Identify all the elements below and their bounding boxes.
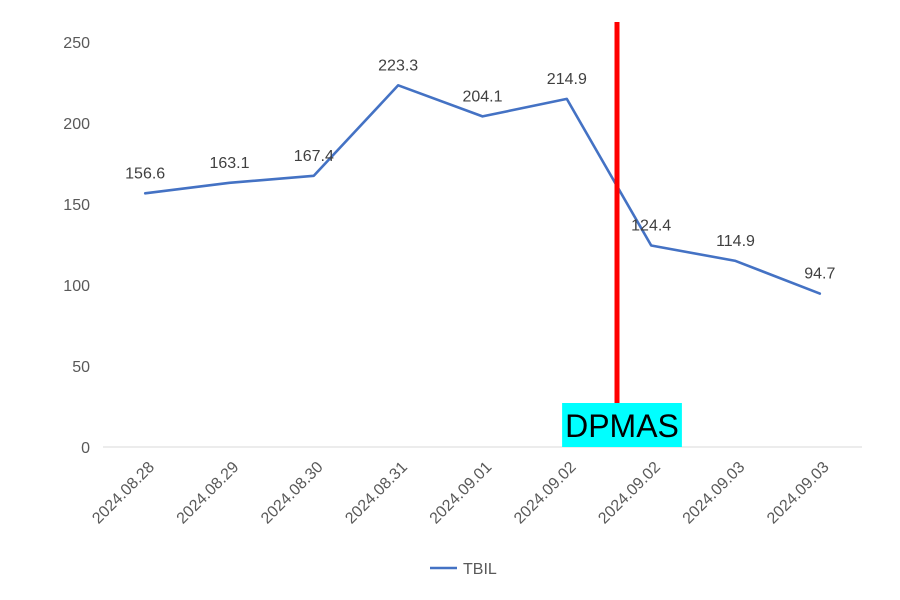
x-tick-label: 2024.08.28 bbox=[89, 459, 158, 528]
y-tick-label: 100 bbox=[63, 278, 90, 295]
annotation-label-background bbox=[562, 403, 682, 447]
series-line-tbil bbox=[143, 84, 822, 295]
data-label: 204.1 bbox=[462, 88, 502, 105]
data-label: 223.3 bbox=[378, 57, 418, 74]
x-tick-label: 2024.09.03 bbox=[680, 459, 749, 528]
x-tick-label: 2024.08.31 bbox=[342, 459, 411, 528]
data-label: 214.9 bbox=[547, 71, 587, 88]
x-tick-label: 2024.08.29 bbox=[174, 459, 243, 528]
y-tick-label: 150 bbox=[63, 197, 90, 214]
y-tick-label: 250 bbox=[63, 35, 90, 52]
x-axis: 2024.08.28 2024.08.29 2024.08.30 2024.08.31… bbox=[89, 459, 832, 528]
data-label: 167.4 bbox=[294, 148, 334, 165]
x-tick-label: 2024.09.01 bbox=[427, 459, 496, 528]
data-labels: 156.6 163.1 167.4 223.3 204.1 214.9 124.4 114.9… bbox=[125, 57, 835, 282]
data-label: 124.4 bbox=[631, 217, 671, 234]
y-tick-label: 200 bbox=[63, 116, 90, 133]
x-tick-label: 2024.09.02 bbox=[511, 459, 580, 528]
legend: TBIL bbox=[430, 561, 497, 578]
data-label: 163.1 bbox=[209, 155, 249, 172]
y-tick-label: 0 bbox=[81, 440, 90, 457]
x-tick-label: 2024.08.30 bbox=[258, 459, 327, 528]
series-group bbox=[143, 84, 822, 295]
data-label: 114.9 bbox=[716, 233, 755, 250]
y-axis: 0 50 100 150 200 250 bbox=[63, 35, 90, 457]
legend-label: TBIL bbox=[463, 561, 497, 578]
annotation-label: DPMAS bbox=[565, 408, 679, 444]
x-tick-label: 2024.09.03 bbox=[764, 459, 833, 528]
data-label: 94.7 bbox=[804, 266, 835, 283]
annotation: DPMAS bbox=[562, 22, 682, 447]
x-tick-label: 2024.09.02 bbox=[595, 459, 664, 528]
data-label: 156.6 bbox=[125, 165, 165, 182]
y-tick-label: 50 bbox=[72, 359, 90, 376]
